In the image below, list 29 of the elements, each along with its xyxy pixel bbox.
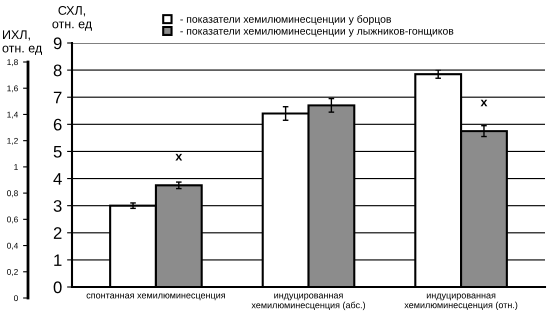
x-tick-label: индуцированная хемилюминесценция (отн.) <box>404 294 518 310</box>
x-tick-label: индуцированная хемилюминесценция (абс.) <box>252 294 366 310</box>
y-tick-label: 8 <box>54 64 62 76</box>
y2-tick-label: 1 <box>14 164 18 170</box>
y-tick-label: 0 <box>54 281 62 294</box>
y-axis-title: СХЛ, отн. ед <box>52 6 92 31</box>
y-tick-label: 4 <box>53 173 62 185</box>
y2-tick-label: 1,4 <box>7 112 18 119</box>
legend-label: - показатели хемилюминесценции у борцов <box>180 15 392 25</box>
y-tick-label: 3 <box>54 200 62 212</box>
y-tick-label: 7 <box>54 92 62 104</box>
annotation: x <box>480 100 488 106</box>
legend-label: - показатели хемилюминесценции у лыжников-гонщиков <box>180 28 454 37</box>
y2-tick-label: 0 <box>14 295 18 302</box>
annotation: x <box>175 154 182 161</box>
y2-tick-label: 0,4 <box>7 242 18 250</box>
y-tick-label: 5 <box>54 146 62 158</box>
y2-tick-label: 1,6 <box>7 85 18 92</box>
y2-tick-label: 1,8 <box>7 59 18 66</box>
y-tick-label: 6 <box>54 118 62 131</box>
y2-axis-title: ИХЛ, отн. ед <box>2 30 42 55</box>
y-tick-label: 9 <box>54 37 62 50</box>
y-tick-label: 1 <box>54 254 62 266</box>
y2-tick-label: 0,8 <box>7 190 18 198</box>
y2-tick-label: 1,2 <box>7 138 18 145</box>
y-tick-label: 2 <box>54 227 62 239</box>
y2-tick-label: 0,6 <box>7 216 18 224</box>
x-tick-label: спонтанная хемилюминесценция <box>86 294 226 300</box>
y2-tick-label: 0,2 <box>7 268 18 276</box>
